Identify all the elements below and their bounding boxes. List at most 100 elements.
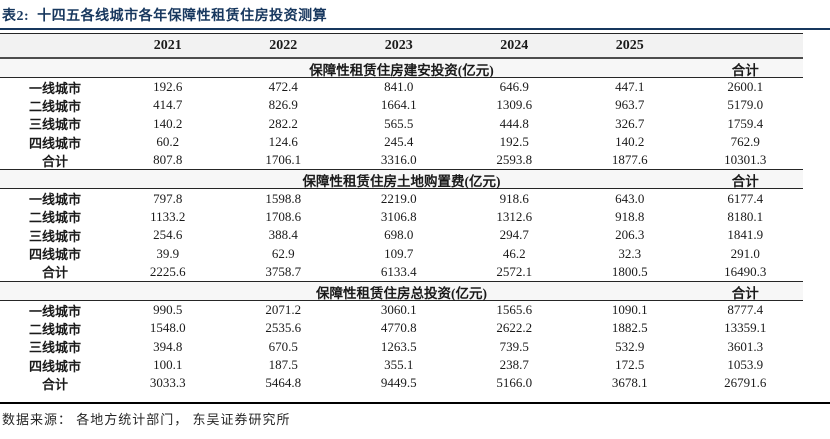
- table-row: 二线城市 414.7 826.9 1664.1 1309.6 963.7 517…: [0, 96, 803, 114]
- cell: 192.6: [153, 79, 183, 95]
- cell: 355.1: [384, 357, 414, 372]
- cell: 10301.3: [724, 152, 767, 168]
- cell: 447.1: [615, 79, 645, 95]
- cell: 1309.6: [496, 97, 533, 113]
- section-header-total: 保障性租赁住房总投资(亿元) 合计: [0, 280, 803, 301]
- bottom-rule: [0, 402, 830, 404]
- cell: 100.1: [153, 357, 183, 372]
- cell: 3601.3: [727, 338, 764, 354]
- cell: 2572.1: [496, 263, 533, 279]
- section-header-land: 保障性租赁住房土地购置费(亿元) 合计: [0, 169, 803, 190]
- section-title: 保障性租赁住房建安投资(亿元): [309, 63, 494, 78]
- year-cell: 2024: [500, 37, 529, 53]
- cell: 326.7: [615, 115, 645, 131]
- cell: 1565.6: [496, 302, 533, 318]
- cell: 2535.6: [265, 320, 302, 336]
- cell: 5464.8: [265, 375, 302, 391]
- cell: 2622.2: [496, 320, 533, 336]
- cell: 2219.0: [380, 190, 417, 206]
- row-label: 一线城市: [28, 303, 81, 319]
- row-label: 四线城市: [28, 247, 81, 263]
- year-cell: 2022: [269, 37, 298, 53]
- cell: 918.8: [615, 208, 645, 224]
- cell: 532.9: [615, 338, 645, 354]
- cell: 109.7: [384, 245, 414, 261]
- report-table: 2021 2022 2023 2024 2025 保障性租赁住房建安投资(亿元)…: [0, 33, 803, 392]
- section-total-label: 合计: [731, 285, 759, 301]
- cell: 140.2: [615, 134, 645, 150]
- cell: 797.8: [153, 190, 183, 206]
- year-header-row: 2021 2022 2023 2024 2025: [0, 34, 803, 59]
- table-row: 四线城市 39.9 62.9 109.7 46.2 32.3 291.0: [0, 244, 803, 263]
- cell: 841.0: [384, 79, 414, 95]
- row-label: 三线城市: [28, 228, 81, 244]
- cell: 6133.4: [380, 263, 417, 279]
- cell: 5166.0: [496, 375, 533, 391]
- cell: 394.8: [153, 338, 183, 354]
- cell: 646.9: [499, 79, 529, 95]
- cell: 2225.6: [149, 263, 186, 279]
- row-label: 四线城市: [28, 135, 81, 151]
- row-label: 合计: [41, 376, 68, 392]
- cell: 62.9: [271, 245, 295, 261]
- cell: 1548.0: [149, 320, 186, 336]
- table-row: 四线城市 100.1 187.5 355.1 238.7 172.5 1053.…: [0, 356, 803, 374]
- cell: 472.4: [268, 79, 298, 95]
- section-title: 保障性租赁住房土地购置费(亿元): [302, 174, 501, 190]
- cell: 388.4: [268, 227, 298, 243]
- table-row: 一线城市 990.5 2071.2 3060.1 1565.6 1090.1 8…: [0, 301, 803, 319]
- cell: 238.7: [499, 357, 529, 372]
- row-label: 二线城市: [28, 321, 81, 337]
- cell: 1759.4: [727, 115, 764, 131]
- cell: 3678.1: [611, 375, 648, 391]
- cell: 739.5: [499, 338, 529, 354]
- cell: 245.4: [384, 134, 414, 150]
- cell: 172.5: [615, 357, 645, 372]
- cell: 5179.0: [727, 97, 764, 113]
- year-cell: 2021: [153, 37, 182, 53]
- cell: 39.9: [156, 245, 180, 261]
- title-rule: [0, 28, 830, 30]
- row-label: 三线城市: [28, 340, 81, 356]
- row-label: 合计: [41, 265, 68, 281]
- cell: 918.6: [499, 190, 529, 206]
- cell: 826.9: [268, 97, 298, 113]
- cell: 698.0: [384, 227, 414, 243]
- cell: 1841.9: [727, 227, 764, 243]
- row-label: 二线城市: [28, 98, 81, 114]
- section-total-label: 合计: [731, 63, 759, 78]
- cell: 1708.6: [265, 208, 302, 224]
- cell: 46.2: [502, 245, 526, 261]
- cell: 414.7: [153, 97, 183, 113]
- cell: 3758.7: [265, 263, 302, 279]
- cell: 670.5: [268, 338, 298, 354]
- cell: 1882.5: [611, 320, 648, 336]
- cell: 8777.4: [727, 302, 764, 318]
- cell: 187.5: [268, 357, 298, 372]
- table-total-row: 合计 2225.6 3758.7 6133.4 2572.1 1800.5 16…: [0, 263, 803, 281]
- cell: 2600.1: [727, 79, 764, 95]
- cell: 990.5: [153, 302, 183, 318]
- year-cell: 2023: [384, 37, 413, 53]
- table-total-row: 合计 807.8 1706.1 3316.0 2593.8 1877.6 103…: [0, 151, 803, 169]
- cell: 282.2: [268, 115, 298, 131]
- table-total-row: 合计 3033.3 5464.8 9449.5 5166.0 3678.1 26…: [0, 374, 803, 392]
- cell: 294.7: [499, 227, 529, 243]
- cell: 1664.1: [380, 97, 417, 113]
- cell: 1877.6: [611, 152, 648, 168]
- table-row: 二线城市 1548.0 2535.6 4770.8 2622.2 1882.5 …: [0, 319, 803, 337]
- cell: 1263.5: [380, 338, 417, 354]
- cell: 140.2: [153, 115, 183, 131]
- cell: 1800.5: [611, 263, 648, 279]
- cell: 13359.1: [724, 320, 767, 336]
- row-label: 三线城市: [28, 117, 81, 133]
- cell: 1312.6: [496, 208, 533, 224]
- cell: 8180.1: [727, 208, 764, 224]
- source-note: 数据来源： 各地方统计部门， 东吴证券研究所: [2, 412, 291, 427]
- cell: 254.6: [153, 227, 183, 243]
- cell: 1090.1: [611, 302, 648, 318]
- cell: 1598.8: [265, 190, 302, 206]
- cell: 192.5: [499, 134, 529, 150]
- cell: 4770.8: [380, 320, 417, 336]
